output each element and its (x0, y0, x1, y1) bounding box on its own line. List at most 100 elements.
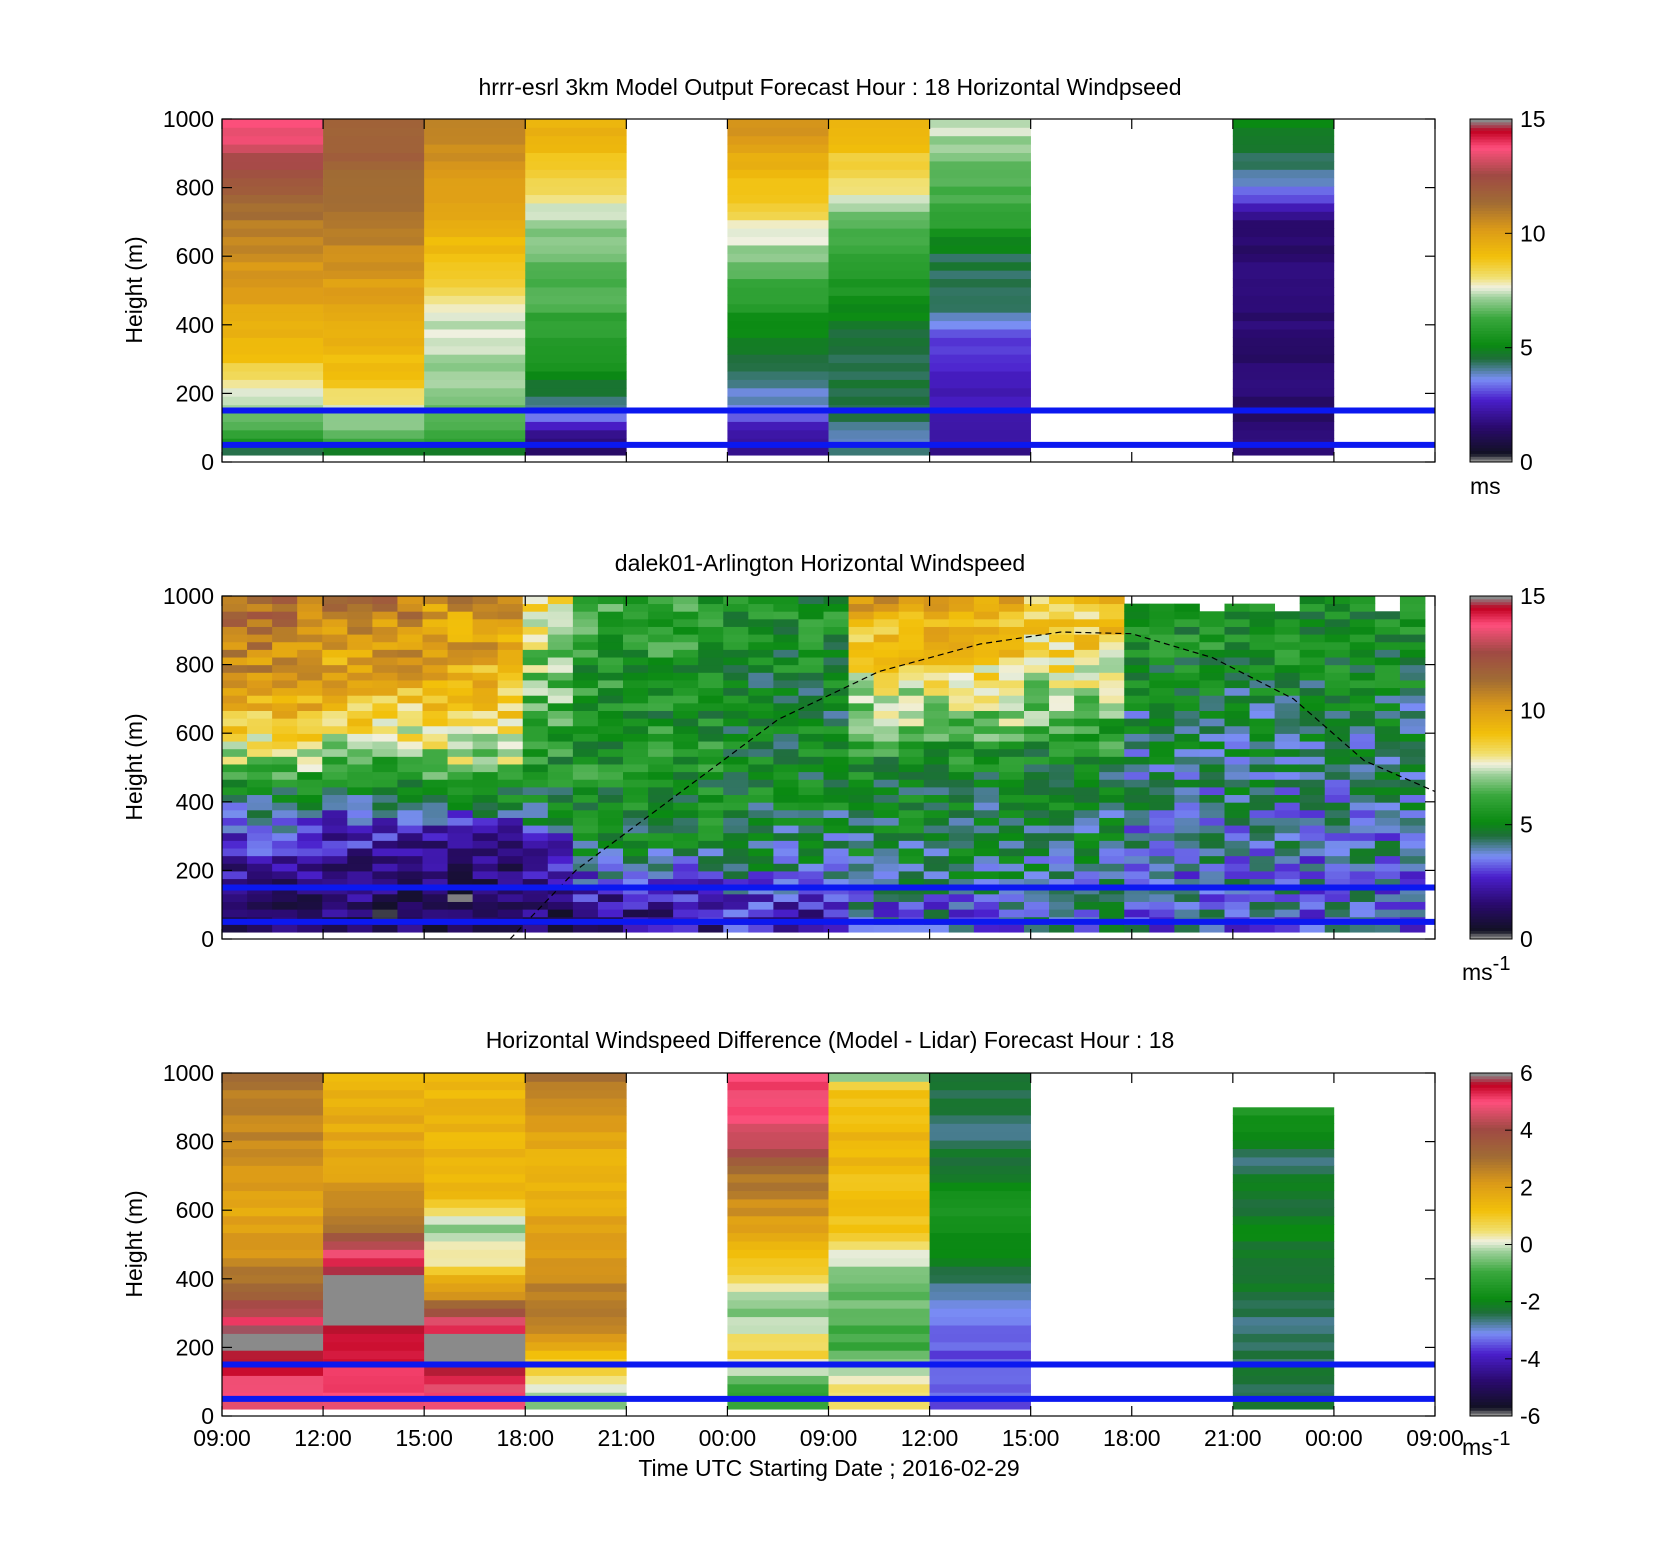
heatmap-cell (798, 603, 824, 612)
heatmap-cell (828, 253, 930, 263)
y-tick-label: 1000 (163, 106, 214, 132)
heatmap-cell (597, 756, 624, 765)
heatmap-cell (323, 1341, 425, 1351)
heatmap-cell (1232, 345, 1335, 355)
heatmap-cell (397, 603, 423, 612)
heatmap-cell (727, 1207, 829, 1217)
colorbar-segment (1470, 356, 1512, 360)
heatmap-cell (422, 840, 448, 849)
heatmap-cell (898, 618, 925, 627)
heatmap-cell (648, 924, 674, 933)
colorbar-segment (1470, 1150, 1512, 1154)
colorbar-segment (1470, 1310, 1512, 1314)
heatmap-cell (1199, 809, 1225, 818)
heatmap-cell (1399, 901, 1426, 910)
colorbar-segment (1470, 1178, 1512, 1183)
heatmap-cell (497, 817, 524, 826)
colorbar-segment (1470, 244, 1512, 249)
heatmap-cell (447, 748, 474, 757)
heatmap-cell (828, 379, 930, 389)
heatmap-cell (1232, 379, 1335, 389)
heatmap-cell (525, 1157, 627, 1166)
heatmap-cell (1124, 725, 1150, 734)
colorbar-segment (1470, 267, 1512, 271)
heatmap-cell (1232, 312, 1335, 322)
heatmap-cell (522, 626, 549, 635)
heatmap-cell (372, 878, 398, 887)
heatmap-cell (222, 641, 248, 650)
colorbar-segment (1470, 233, 1512, 237)
heatmap-cell (447, 611, 474, 620)
heatmap-cell (347, 664, 373, 673)
heatmap-cell (447, 634, 474, 643)
colorbar-segment (1470, 1184, 1512, 1188)
heatmap-cell (898, 725, 925, 734)
colorbar-segment (1470, 661, 1512, 666)
heatmap-cell (973, 611, 1000, 620)
colorbar-segment (1470, 827, 1512, 831)
heatmap-cell (447, 878, 474, 887)
heatmap-cell (472, 603, 499, 612)
heatmap-cell (222, 680, 248, 689)
colorbar-segment (1470, 176, 1512, 180)
heatmap-cell (1049, 901, 1075, 910)
colorbar-segment (1470, 1327, 1512, 1331)
heatmap-cell (1374, 878, 1401, 887)
heatmap-cell (798, 672, 824, 681)
heatmap-cell (323, 253, 425, 263)
heatmap-cell (1149, 725, 1175, 734)
heatmap-cell (973, 786, 1000, 796)
heatmap-cell (547, 809, 574, 818)
heatmap-cell (323, 211, 425, 221)
heatmap-cell (848, 695, 875, 704)
heatmap-cell (748, 618, 774, 627)
colorbar-segment (1470, 758, 1512, 763)
heatmap-cell (623, 611, 649, 620)
heatmap-cell (1024, 603, 1050, 612)
heatmap-cell (572, 695, 599, 704)
heatmap-cell (929, 1232, 1031, 1242)
heatmap-cell (222, 1089, 324, 1099)
heatmap-cell (222, 603, 248, 612)
heatmap-cell (297, 909, 323, 918)
heatmap-cell (1274, 725, 1301, 734)
colorbar-tick-label: -2 (1520, 1289, 1540, 1315)
heatmap-cell (1074, 634, 1100, 643)
heatmap-cell (1299, 893, 1326, 902)
heatmap-cell (525, 203, 627, 212)
heatmap-cell (1074, 832, 1100, 841)
heatmap-cell (372, 832, 398, 841)
heatmap-cell (323, 1375, 425, 1385)
heatmap-cell (973, 657, 1000, 666)
heatmap-cell (898, 855, 925, 864)
heatmap-cell (247, 649, 273, 658)
heatmap-cell (923, 786, 950, 796)
heatmap-cell (723, 832, 749, 841)
colorbar-segment (1470, 341, 1512, 346)
heatmap-cell (1399, 641, 1426, 650)
heatmap-cell (1149, 733, 1175, 742)
heatmap-cell (1232, 354, 1335, 364)
heatmap-cell (424, 1165, 526, 1175)
heatmap-cell (297, 756, 323, 765)
heatmap-cell (424, 371, 526, 380)
heatmap-cell (1274, 741, 1301, 750)
colorbar-segment (1470, 690, 1512, 694)
heatmap-cell (1124, 809, 1150, 818)
colorbar-segment (1470, 821, 1512, 826)
heatmap-cell (1232, 1215, 1335, 1225)
colorbar-segment (1470, 1315, 1512, 1320)
heatmap-cell (347, 848, 373, 857)
heatmap-cell (727, 1140, 829, 1150)
heatmap-cell (1232, 1182, 1335, 1192)
panel-difference: Horizontal Windspeed Difference (Model -… (121, 1027, 1541, 1481)
heatmap-cell (1024, 710, 1050, 719)
heatmap-cell (297, 618, 323, 627)
colorbar-segment (1470, 678, 1512, 683)
heatmap-cell (447, 825, 474, 834)
heatmap-cell (424, 1140, 526, 1150)
heatmap-cell (1124, 702, 1150, 711)
heatmap-cell (1349, 641, 1376, 650)
heatmap-cell (247, 687, 273, 696)
